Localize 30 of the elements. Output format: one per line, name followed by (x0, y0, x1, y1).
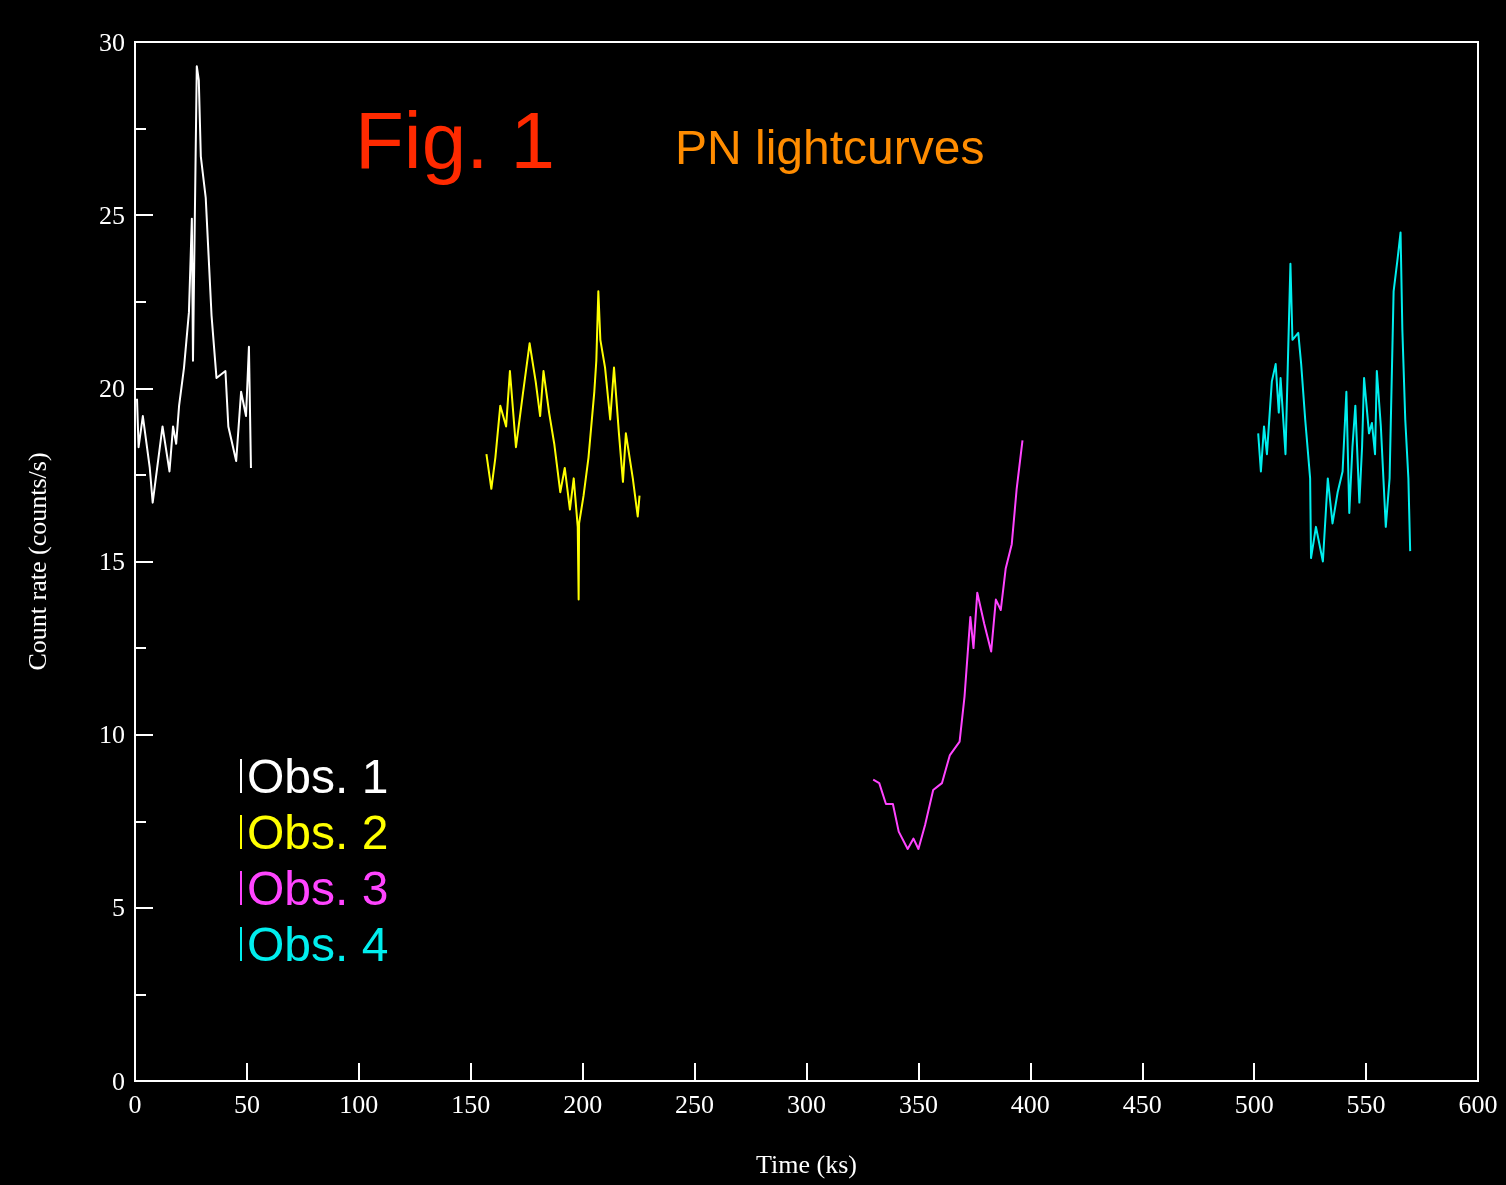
x-tick-label: 300 (787, 1089, 826, 1119)
x-tick-label: 50 (233, 1089, 260, 1119)
x-tick-label: 600 (1458, 1089, 1498, 1119)
legend-label: Obs. 1 (247, 749, 389, 803)
x-tick-label: 400 (1010, 1089, 1050, 1119)
x-tick-label: 150 (451, 1089, 491, 1119)
x-tick-label: 350 (898, 1089, 938, 1119)
x-axis-title: Time (ks) (756, 1149, 857, 1179)
y-tick-label: 15 (99, 547, 125, 576)
text: Fig. 1 (355, 95, 556, 185)
line-series (485, 290, 641, 601)
y-tick-label: 10 (99, 720, 125, 750)
legend-label: Obs. 3 (247, 861, 389, 915)
text: PN lightcurves (675, 120, 985, 174)
x-tick-label: 500 (1234, 1089, 1274, 1119)
legend-label: Obs. 4 (247, 917, 389, 971)
x-tick-label: 100 (339, 1089, 379, 1119)
y-tick-label: 30 (99, 27, 125, 57)
legend-label: Obs. 2 (247, 805, 389, 859)
y-axis-title: Count rate (counts/s) (22, 452, 52, 671)
y-tick-label: 20 (99, 373, 125, 403)
x-tick-label: 450 (1122, 1089, 1162, 1119)
x-tick-label: 250 (675, 1089, 715, 1119)
x-tick-label: 200 (563, 1089, 603, 1119)
y-tick-label: 25 (99, 200, 125, 230)
y-tick-label: 5 (112, 893, 125, 923)
line-series (872, 439, 1024, 850)
x-tick-label: 550 (1346, 1089, 1386, 1119)
y-tick-label: 0 (112, 1066, 125, 1096)
line-series (1257, 231, 1412, 563)
